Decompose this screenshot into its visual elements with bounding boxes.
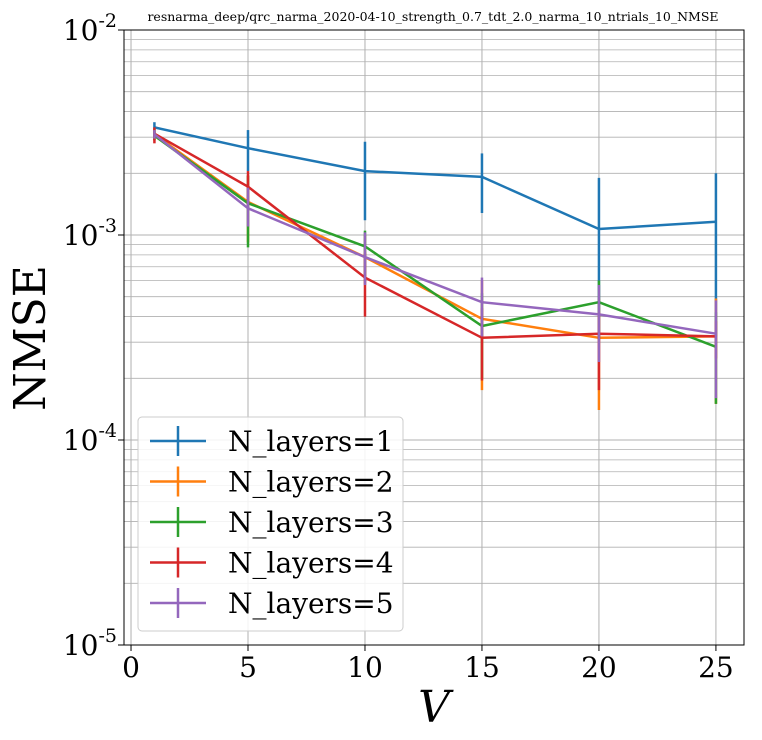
- series-4: [153, 127, 718, 391]
- legend-label: N_layers=2: [228, 466, 394, 499]
- x-tick-label: 10: [347, 651, 383, 684]
- legend-label: N_layers=4: [228, 547, 394, 580]
- x-tick-label: 0: [122, 651, 140, 684]
- legend-box: [137, 416, 404, 632]
- legend-item: N_layers=1: [150, 425, 394, 458]
- y-axis: 10-2 10-3 10-4 10-5: [63, 10, 124, 662]
- legend-label: N_layers=5: [228, 587, 394, 620]
- series-2: [153, 128, 718, 411]
- legend-label: N_layers=3: [228, 506, 394, 539]
- x-tick-label: 25: [698, 651, 734, 684]
- legend-item: N_layers=3: [150, 506, 394, 539]
- x-axis: 0 5 10 15 20 25: [122, 645, 734, 684]
- series-line: [153, 132, 716, 340]
- series-1: [153, 122, 718, 337]
- series-line: [154, 126, 716, 231]
- series-line: [153, 134, 717, 348]
- x-tick-label: 15: [464, 651, 500, 684]
- plot-frame: [123, 29, 745, 646]
- legend: N_layers=1 N_layers=2 N_layers=3 N_layers=4…: [137, 416, 404, 632]
- y-tick-label: 10-4: [63, 420, 117, 457]
- series-layer: [153, 122, 718, 411]
- series-line: [153, 133, 716, 340]
- series-3: [153, 131, 718, 404]
- x-tick-label: 20: [581, 651, 617, 684]
- legend-label: N_layers=1: [228, 425, 394, 458]
- legend-item: N_layers=2: [150, 466, 394, 499]
- series-line: [153, 133, 717, 335]
- legend-item: N_layers=4: [150, 547, 394, 580]
- chart-title: resnarma_deep/qrc_narma_2020-04-10_stren…: [147, 9, 718, 24]
- legend-item: N_layers=5: [150, 587, 394, 620]
- series-5: [153, 130, 718, 399]
- y-tick-label: 10-2: [63, 10, 117, 47]
- y-tick-label: 10-3: [63, 215, 117, 252]
- y-tick-label: 10-5: [63, 625, 117, 662]
- y-axis-label: NMSE: [5, 265, 56, 411]
- x-tick-label: 5: [239, 651, 257, 684]
- x-axis-label: V: [418, 682, 454, 733]
